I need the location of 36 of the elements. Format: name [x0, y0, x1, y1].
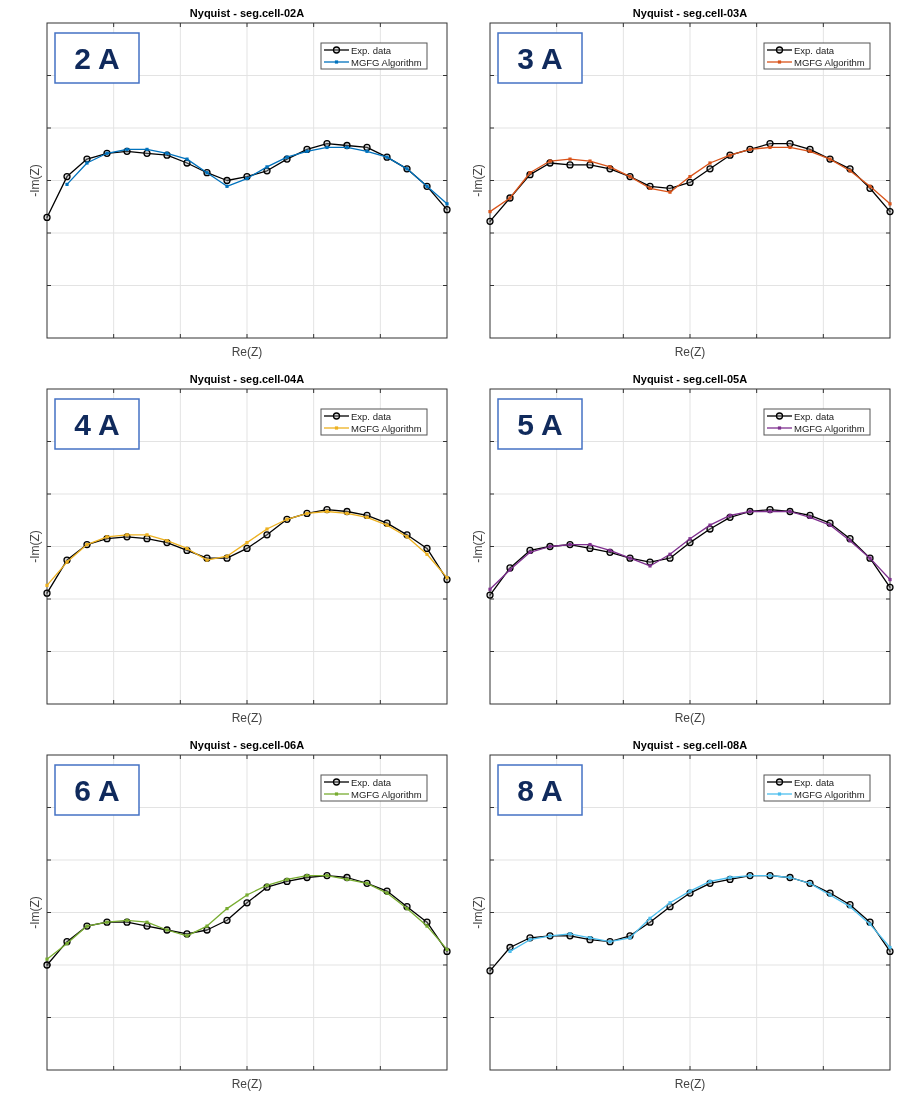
chart-title: Nyquist - seg.cell-08A [632, 739, 748, 751]
chart-title: Nyquist - seg.cell-05A [632, 373, 748, 385]
legend-label: MGFG Algorithm [351, 788, 422, 800]
text: 6 A [74, 774, 120, 807]
legend-label: MGFG Algorithm [351, 56, 422, 68]
y-axis-title: -Im(Z) [28, 530, 42, 563]
text: 2 A [74, 42, 120, 75]
text: 3 A [517, 42, 563, 75]
legend-label: MGFG Algorithm [794, 788, 865, 800]
x-axis-title: Re(Z) [674, 345, 706, 359]
y-axis-title: -Im(Z) [471, 164, 485, 197]
x-axis-title: Re(Z) [231, 1077, 263, 1091]
x-axis-title: Re(Z) [674, 711, 706, 725]
legend-label: MGFG Algorithm [794, 56, 865, 68]
legend-label: MGFG Algorithm [794, 422, 865, 434]
chart-title: Nyquist - seg.cell-04A [189, 373, 305, 385]
text: 8 A [517, 774, 563, 807]
x-axis-title: Re(Z) [231, 711, 263, 725]
chart-title: Nyquist - seg.cell-06A [189, 739, 305, 751]
y-axis-title: -Im(Z) [28, 164, 42, 197]
legend-label: Exp. data [351, 776, 392, 788]
legend-label: Exp. data [351, 44, 392, 56]
x-axis-title: Re(Z) [674, 1077, 706, 1091]
chart-title: Nyquist - seg.cell-03A [632, 7, 748, 19]
legend-label: Exp. data [794, 776, 835, 788]
y-axis-title: -Im(Z) [28, 896, 42, 929]
legend-label: Exp. data [794, 44, 835, 56]
x-axis-title: Re(Z) [231, 345, 263, 359]
y-axis-title: -Im(Z) [471, 530, 485, 563]
text: 4 A [74, 408, 120, 441]
legend-label: Exp. data [794, 410, 835, 422]
legend-label: MGFG Algorithm [351, 422, 422, 434]
legend-label: Exp. data [351, 410, 392, 422]
chart-title: Nyquist - seg.cell-02A [189, 7, 305, 19]
text: 5 A [517, 408, 563, 441]
y-axis-title: -Im(Z) [471, 896, 485, 929]
